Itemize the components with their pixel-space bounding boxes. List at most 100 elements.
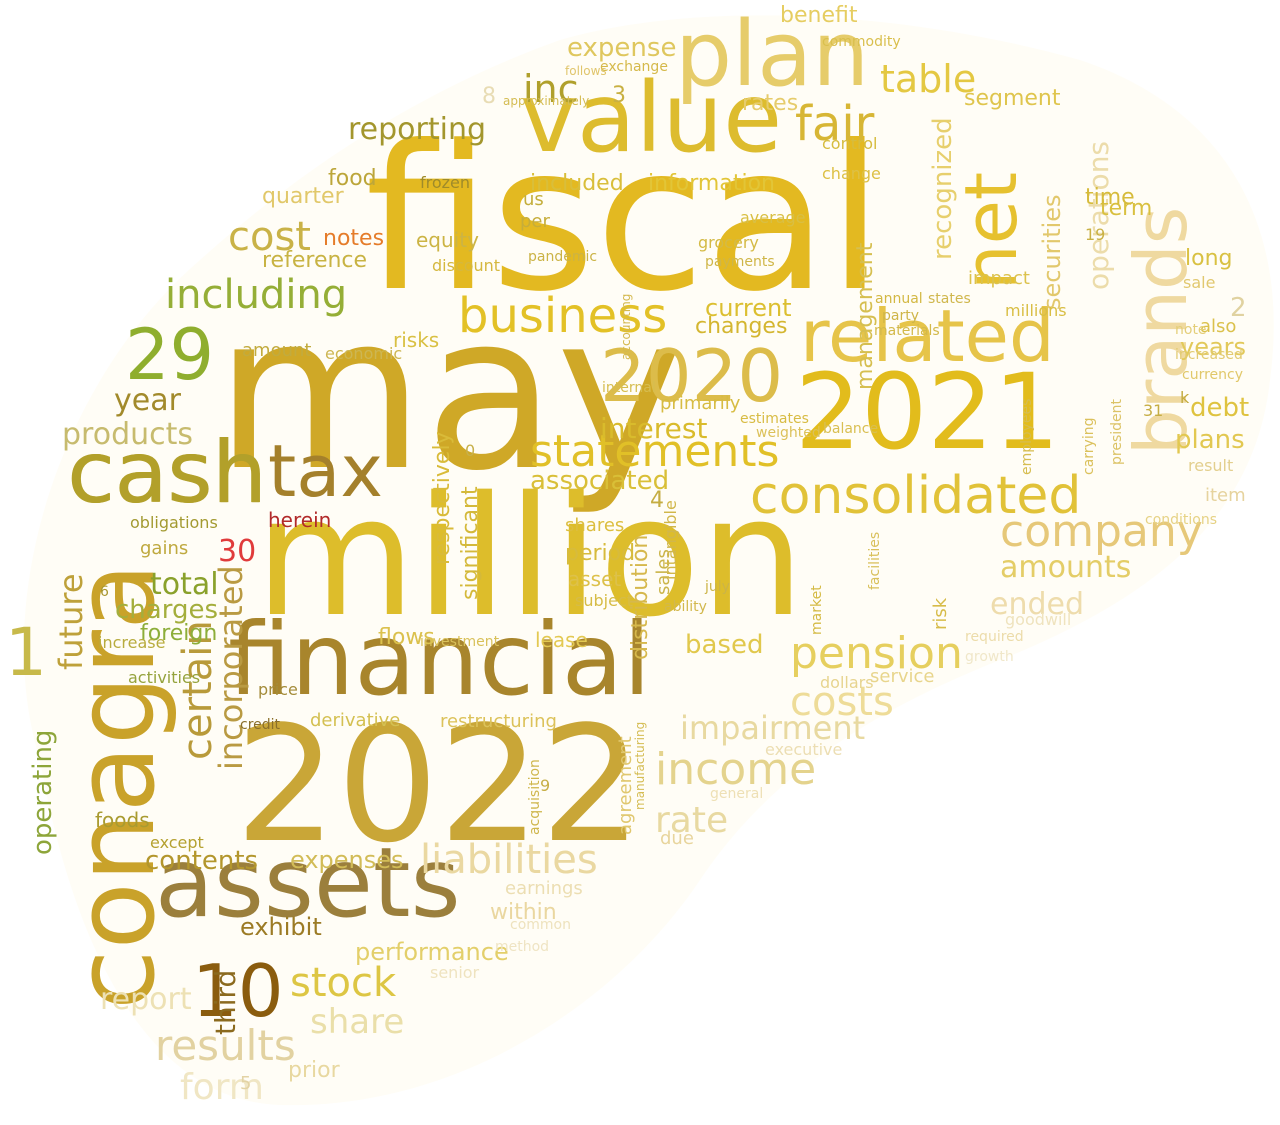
word-ended-52: ended [990,587,1085,622]
word-based-96: based [685,630,764,660]
word-benefit-79: benefit [780,3,858,28]
word-subject-93: subject [575,591,633,610]
word-8-177: 8 [482,84,496,109]
word-0-179: 0 [465,441,476,460]
word-growth-119: growth [965,649,1014,665]
word-note-128: note [1175,322,1207,338]
word-term-124: term [1100,196,1153,221]
word-party-135: party [882,308,919,324]
word-intangible-155: intangible [661,500,680,580]
word-consolidated-16: consolidated [750,466,1082,526]
word-price-106: price [258,680,298,699]
word-19-171: 19 [1085,225,1106,244]
word-estimates-137: estimates [740,411,809,427]
word-payments-142: payments [705,254,775,270]
word-flows-95: flows [378,625,435,650]
word-employees-165: employees [1019,398,1035,475]
word-performance-50: performance [355,938,509,966]
word-amount-84: amount [242,340,312,361]
word-information-69: information [648,171,775,196]
word-required-120: required [965,629,1024,645]
word-sale-126: sale [1183,273,1216,292]
word-senior-115: senior [430,963,480,982]
word-dollars-112: dollars [820,673,874,692]
word-executive-113: executive [765,740,843,759]
word-impairment-28: impairment [680,709,866,747]
word-long-123: long [1185,246,1233,271]
word-2021-11: 2021 [795,351,1060,473]
word-gains-100: gains [140,538,189,559]
word-exchange-146: exchange [600,59,668,75]
word-method-117: method [495,939,550,955]
word-due-110: due [660,828,694,849]
word-million-2: million [255,461,805,653]
word-asset-91: asset [568,567,622,591]
word-increase-102: increase [98,633,166,652]
word-k-169: k [1180,388,1190,407]
word-pandemic-151: pandemic [528,249,598,265]
word-states-134: states [928,291,971,307]
word-grocery-141: grocery [698,233,759,252]
word-time-125: time [1085,185,1135,210]
word-credit-107: credit [240,717,281,733]
word-conditions-168: conditions [1145,512,1218,528]
word-report-63: report [100,982,192,1017]
word-internal-153: internal [602,380,656,396]
word-acquisition-157: acquisition [527,759,543,835]
word-period-90: period [565,541,636,566]
word-reporting-41: reporting [348,112,487,147]
word-expense-40: expense [567,33,677,63]
word-service-111: service [870,666,935,687]
word-impact-131: impact [968,268,1030,289]
word-year-44: year [114,383,181,418]
word-1-19: 1 [5,614,47,691]
word-restructuring-98: restructuring [440,711,557,732]
word-2022-3: 2022 [235,691,643,878]
word-risk-163: risk [930,597,951,630]
word-changes-68: changes [695,314,788,339]
word-us-149: us [523,189,544,210]
word-earnings-109: earnings [505,878,583,899]
word-shares-92: shares [565,515,625,536]
word-plan-8: plan [675,2,870,107]
word-management-74: management [853,242,878,390]
word-carrying-166: carrying [1081,417,1097,475]
word-plans-55: plans [1175,425,1245,455]
word-per-150: per [520,211,550,232]
word-inc-38: inc [523,67,579,111]
word-rates-80: rates [742,91,799,116]
word-manufacturing-158: manufacturing [633,721,647,810]
word-accounting-159: accounting [619,293,633,360]
word-materials-136: materials [874,323,940,339]
word-rate-57: rate [655,800,729,841]
word-31-170: 31 [1143,401,1164,420]
word-total-45: total [150,567,219,602]
word-financial-5: financial [228,601,651,718]
word-except-105: except [150,833,204,852]
word-products-43: products [62,417,194,452]
word-may-0: may [215,267,684,518]
word-lease-94: lease [535,628,588,652]
word-significant-75: significant [458,486,483,600]
word-quarter-82: quarter [262,184,344,209]
word-current-67: current [705,294,792,322]
word-millions-132: millions [1005,301,1067,320]
word-contents-48: contents [145,846,259,876]
word-investment-156: investment [420,634,500,650]
word-value-7: value [520,62,783,174]
word-increased-129: increased [1175,347,1243,363]
word-operating-35: operating [28,729,58,855]
word-discount-88: discount [432,256,501,275]
word-market-162: market [809,585,825,635]
word-amounts-53: amounts [1000,550,1132,585]
word-29-17: 29 [125,314,215,396]
word-cash-14: cash [67,423,267,523]
word-facilities-164: facilities [867,531,883,590]
word-frozen-89: frozen [420,173,471,192]
word-2-172: 2 [1230,293,1247,323]
word-assets-6: assets [155,827,461,939]
word-derivative-99: derivative [310,710,401,731]
word-equity-87: equity [416,228,479,252]
word-notes-58: notes [323,226,385,251]
word-control-144: control [822,134,878,153]
